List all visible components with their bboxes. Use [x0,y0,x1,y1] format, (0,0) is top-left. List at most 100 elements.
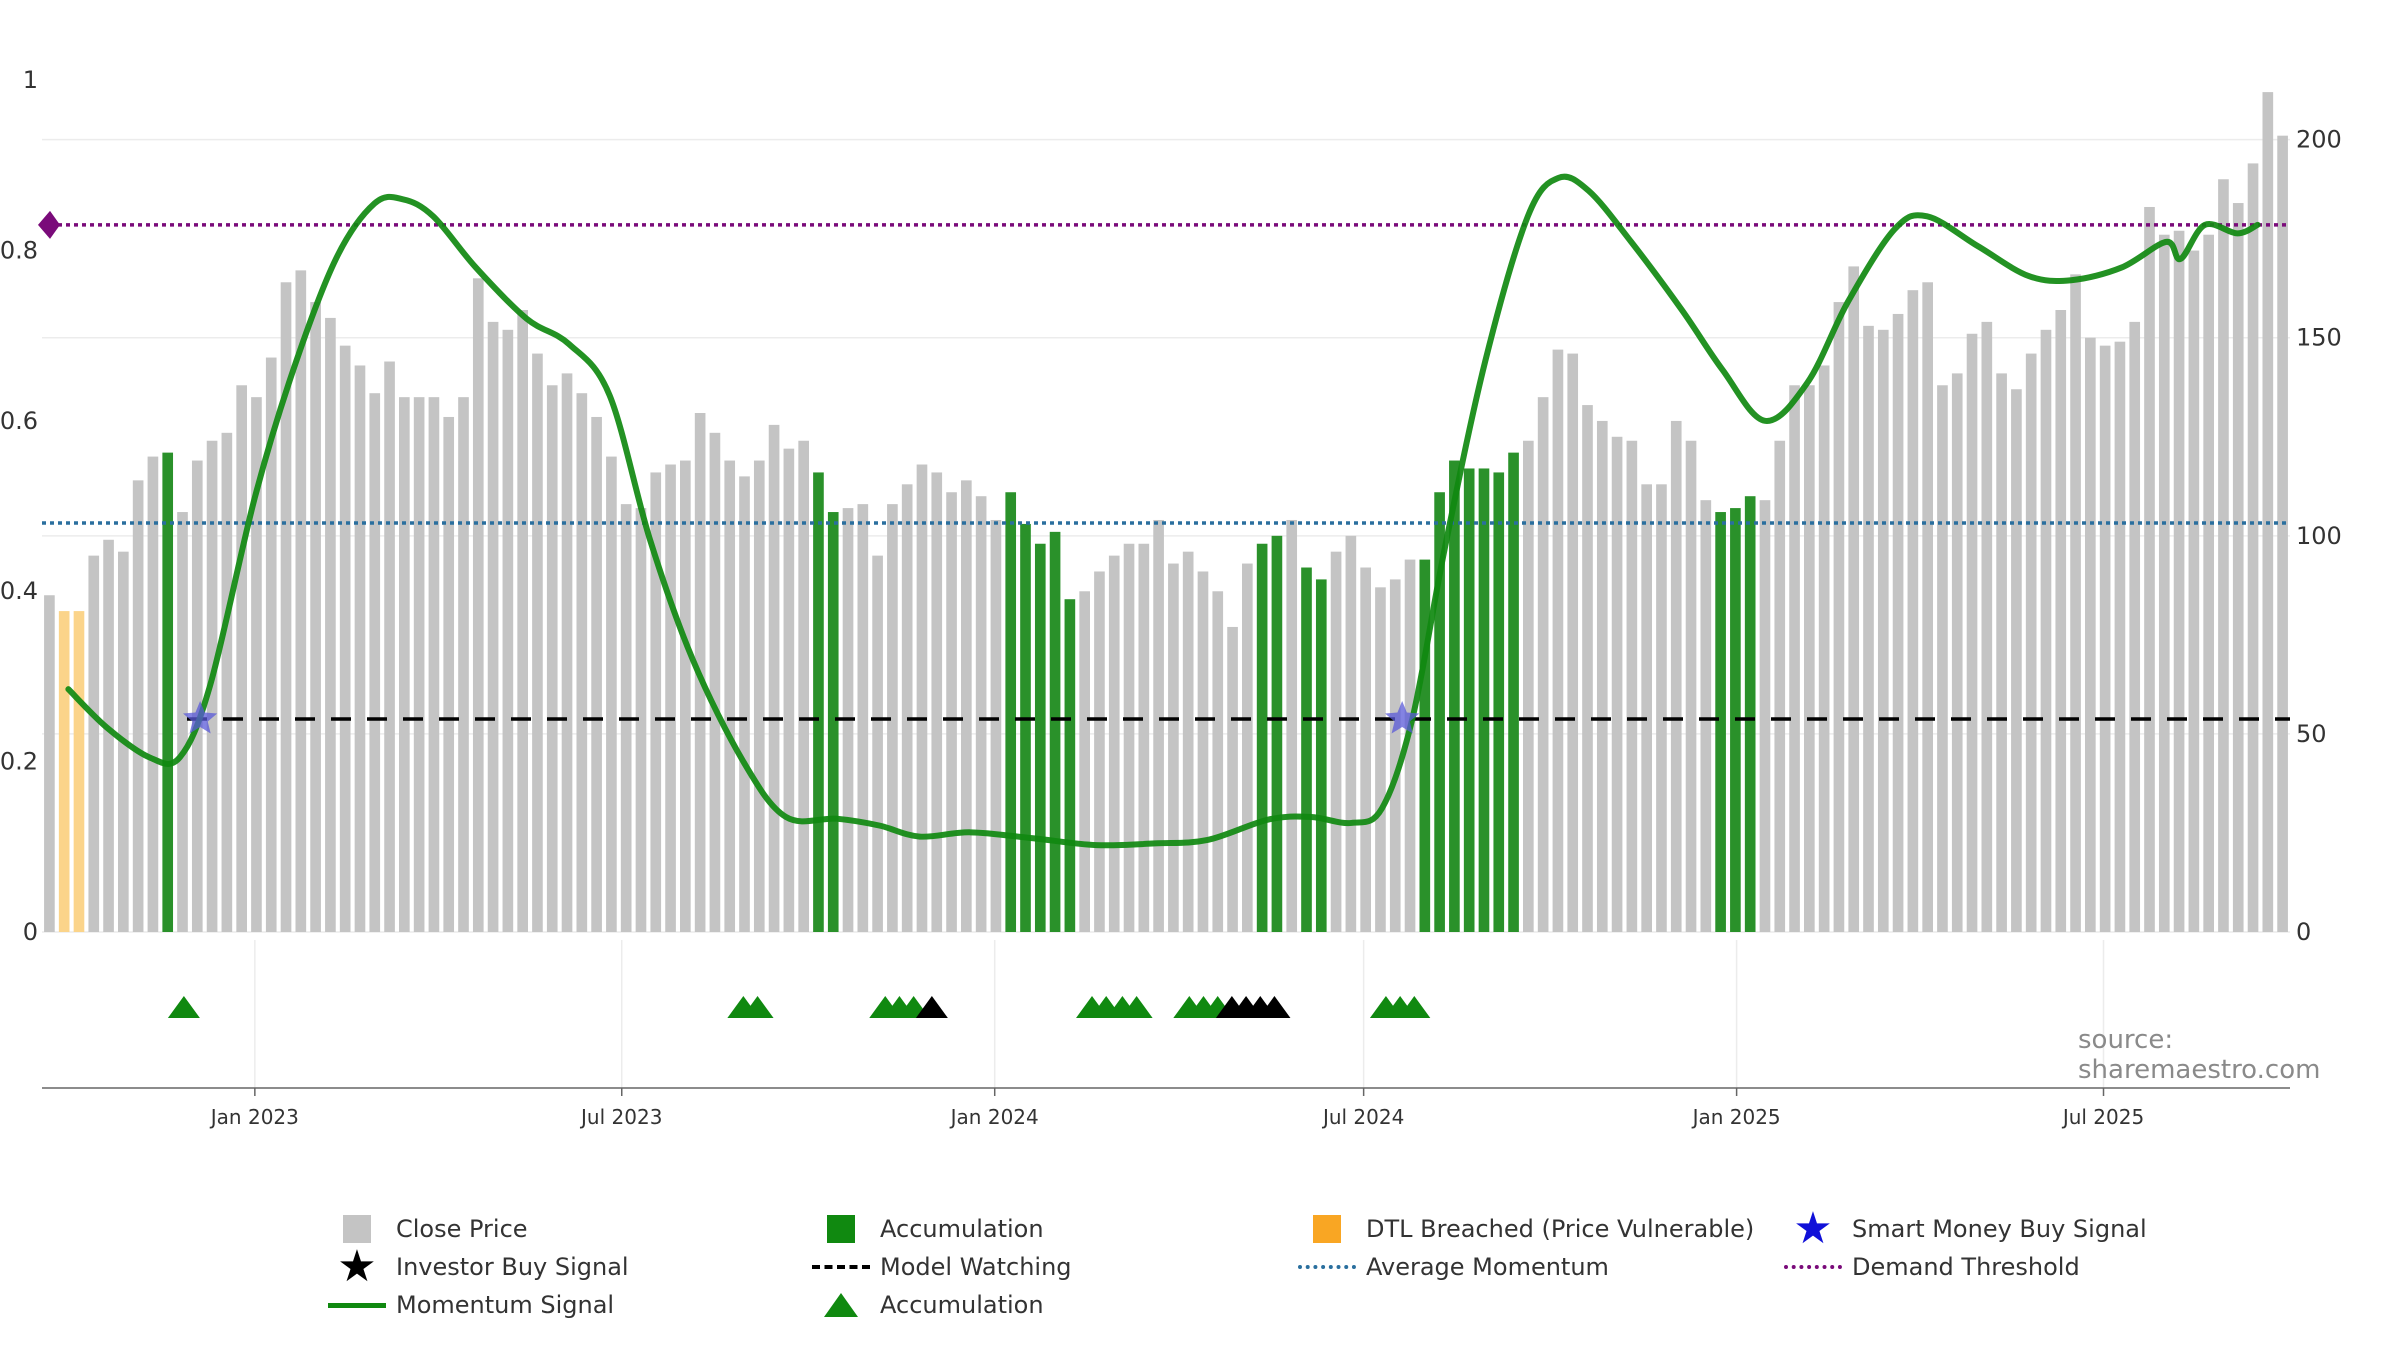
accumulation-bar [1434,492,1445,932]
close-price-bar [606,456,617,932]
legend-smart-money-buy-signal[interactable]: ★ Smart Money Buy Signal [1784,1207,2146,1251]
right-axis-tick-label: 100 [2296,522,2342,550]
smart-money-star [182,701,218,734]
accumulation-bar [1049,531,1061,932]
close-price-bar [325,317,336,932]
accumulation-marker [741,996,774,1018]
legend-label: Average Momentum [1366,1253,1609,1281]
close-price-bar [753,460,765,932]
momentum-line [65,173,2261,849]
legend-model-watching[interactable]: Model Watching [812,1250,1072,1284]
legend-demand-threshold[interactable]: Demand Threshold [1784,1250,2080,1284]
close-price-bar [665,464,676,932]
close-price-bar [1108,555,1120,932]
close-price-bar [975,496,987,932]
close-price-bar [517,309,528,932]
close-price-bar [1094,571,1105,932]
left-axis-tick-label: 1 [23,66,38,94]
smart-money-star [1385,701,1420,734]
close-price-bar [931,472,943,932]
close-price-bar [946,492,957,932]
accumulation-bar [1271,535,1283,932]
close-price-bar [961,480,972,932]
close-price-bar [990,519,1002,932]
close-price-bar [1138,543,1150,932]
close-price-bar [872,555,883,932]
accumulation-bar [1034,543,1046,932]
accumulation-marker [1398,996,1431,1018]
legend-average-momentum[interactable]: Average Momentum [1298,1250,1609,1284]
close-price-bar [354,365,366,932]
legend-label: Model Watching [880,1253,1072,1281]
close-price-bar [339,345,351,933]
close-price-bar [1818,365,1830,932]
close-price-bar [1833,302,1845,932]
close-price-bar [1153,519,1164,932]
legend-close-price[interactable]: Close Price [328,1212,528,1246]
close-price-bar [1892,313,1904,932]
legend-dtl-breached[interactable]: DTL Breached (Price Vulnerable) [1298,1212,1754,1246]
close-price-bar [251,397,262,933]
close-price-bar [1523,440,1534,932]
close-price-bar [1685,440,1697,932]
accumulation-bar [1020,523,1031,932]
close-price-bar [768,424,780,932]
close-price-bar [1848,266,1860,932]
close-price-bar [472,278,484,933]
close-price-bar [887,504,898,932]
x-tick-label: Jul 2023 [579,1105,662,1129]
legend-accumulation-bar[interactable]: Accumulation [812,1212,1044,1246]
close-price-bar [1611,436,1623,932]
investor-buy-marker [1258,996,1291,1018]
close-price-bar [191,460,203,932]
left-axis-tick-label: 0 [23,918,38,946]
close-price-bar [1552,349,1564,933]
close-price-bar [369,393,381,932]
close-price-bar [650,472,662,932]
legend-label: Close Price [396,1215,528,1243]
accumulation-swatch [827,1215,855,1243]
triangle-icon [824,1293,858,1317]
legend-label: Momentum Signal [396,1291,615,1319]
close-price-bar [1123,543,1135,932]
close-price-bar [680,460,691,932]
close-price-bar [1404,559,1416,932]
close-price-bar [1567,353,1579,932]
dotted-line-icon [1298,1265,1356,1269]
legend-momentum-signal[interactable]: Momentum Signal [328,1288,614,1322]
close-price-bar [88,555,100,932]
accumulation-bar [1508,452,1519,932]
close-price-bar [428,397,440,933]
legend-label: Investor Buy Signal [396,1253,629,1281]
close-price-bar [1389,579,1401,932]
close-price-bar [1981,321,1993,932]
close-price-bar [2099,345,2111,933]
legend-accumulation-marker[interactable]: Accumulation [812,1288,1044,1322]
close-price-bar [1212,591,1224,932]
close-price-bar [783,448,795,932]
close-price-bar [1182,551,1194,932]
close-price-bar [901,484,913,932]
close-price-bar [1330,551,1342,932]
close-price-bar [2114,341,2126,933]
close-price-bar [2129,321,2141,932]
accumulation-bar [1315,579,1327,932]
right-axis-tick-label: 150 [2296,324,2342,352]
close-price-bar [2085,337,2096,933]
demand-threshold-marker [38,210,60,239]
accumulation-bar [1449,460,1460,932]
investor-buy-marker [915,996,948,1018]
accumulation-bar [1256,543,1268,932]
close-price-bar [2025,353,2037,932]
close-price-bar [561,373,573,932]
close-price-bar [1789,385,1800,932]
close-price-bar [1996,373,2007,932]
close-price-bar [1345,535,1357,932]
close-price-bar [1582,405,1593,933]
right-axis-tick-label: 200 [2296,126,2342,154]
close-price-bar [739,476,750,932]
legend-investor-buy-signal[interactable]: ★ Investor Buy Signal [328,1245,629,1289]
accumulation-bar [162,452,174,932]
close-price-bar [576,393,588,932]
close-price-bar [591,416,602,932]
